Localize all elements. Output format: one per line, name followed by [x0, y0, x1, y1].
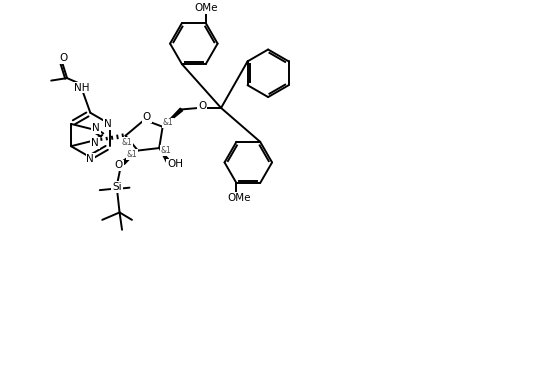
Text: &1: &1 — [126, 150, 138, 159]
Polygon shape — [159, 148, 171, 164]
Text: OMe: OMe — [194, 3, 217, 13]
Text: O: O — [143, 112, 151, 122]
Text: &1: &1 — [160, 146, 171, 155]
Text: N: N — [92, 124, 100, 134]
Text: N: N — [86, 154, 94, 164]
Text: &1: &1 — [162, 118, 173, 127]
Text: O: O — [198, 101, 207, 111]
Text: NH: NH — [74, 83, 90, 93]
Text: N: N — [91, 138, 99, 148]
Polygon shape — [122, 151, 138, 164]
Text: OH: OH — [167, 159, 183, 169]
Text: &1: &1 — [121, 137, 133, 147]
Text: OMe: OMe — [227, 193, 251, 203]
Polygon shape — [163, 108, 183, 127]
Text: O: O — [114, 161, 123, 170]
Text: O: O — [59, 53, 67, 63]
Text: Si: Si — [113, 182, 122, 192]
Text: N: N — [104, 119, 111, 129]
